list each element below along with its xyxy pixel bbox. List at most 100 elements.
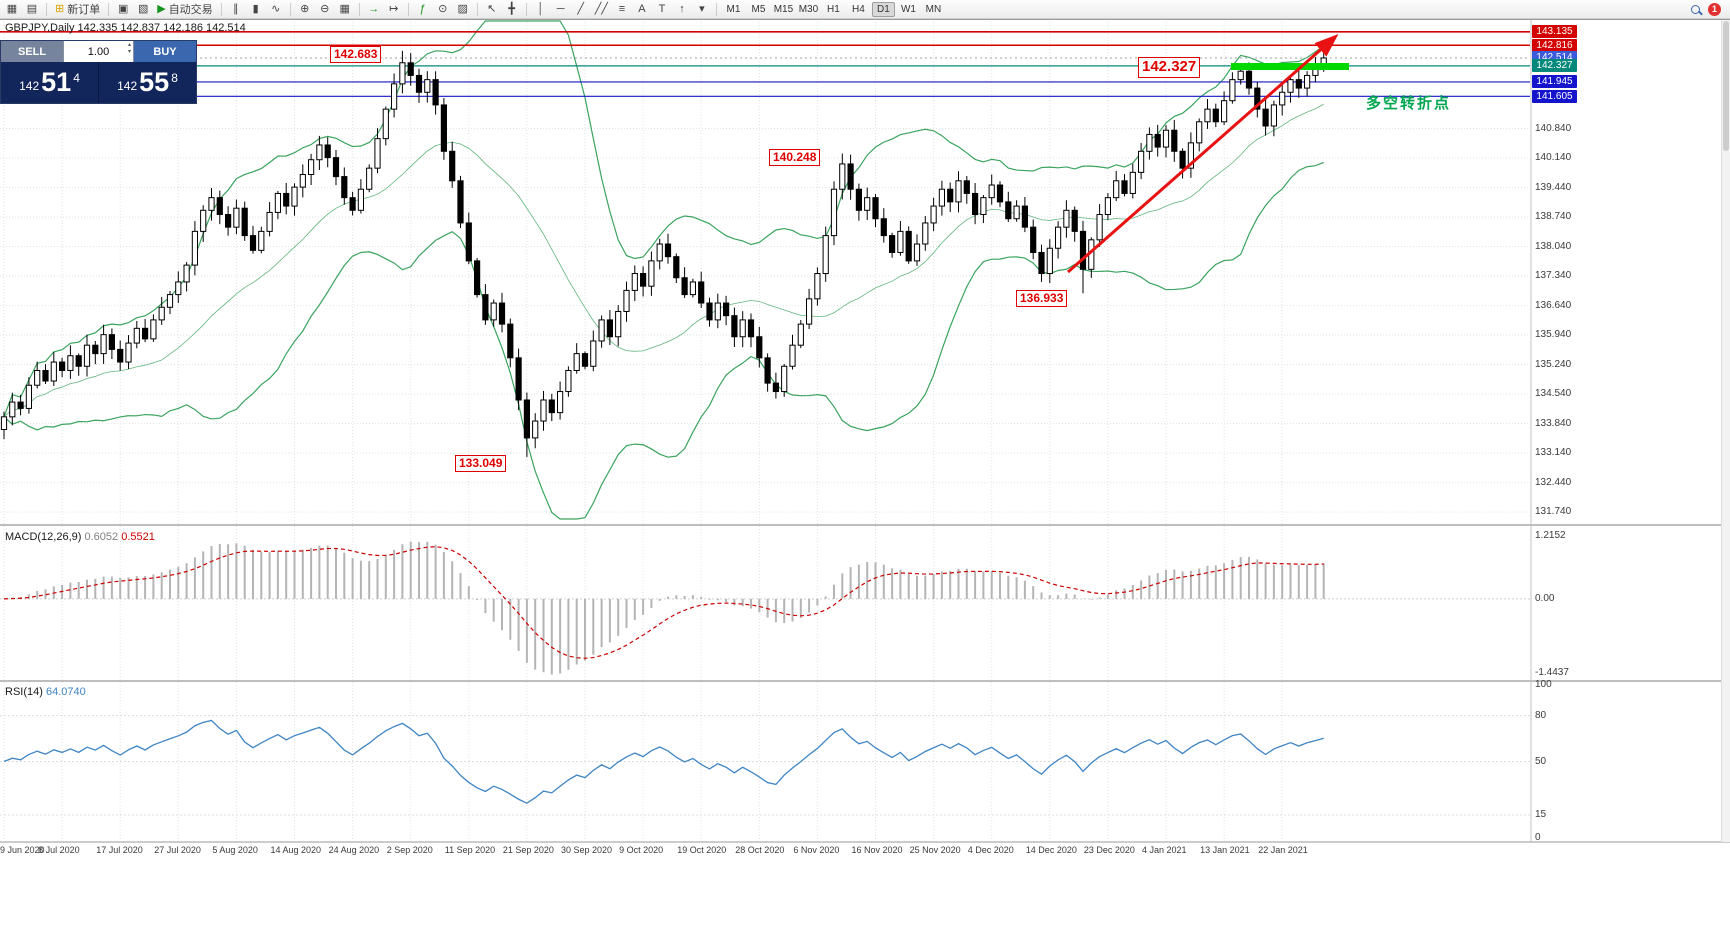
price-tick-139.440: 139.440 [1535,181,1572,193]
trendline-icon[interactable]: ╱ [572,1,590,17]
timeframe-w1[interactable]: W1 [900,3,916,15]
trendline-icon-glyph: ╱ [577,2,584,15]
rsi-pane [0,715,1530,816]
volume-stepper[interactable]: ▴ ▾ [127,42,131,56]
date-label-1: 8 Jul 2020 [38,845,80,855]
zoom-in-icon-glyph: ⊕ [300,2,310,15]
text-icon[interactable]: A [633,1,651,17]
sell-button[interactable]: SELL [1,41,63,62]
timeframe-m30[interactable]: M30 [798,3,819,15]
date-label-7: 2 Sep 2020 [386,845,433,855]
macd-tick-0.00: 0.00 [1535,592,1555,604]
chart-shift-icon-glyph: ↦ [389,2,399,15]
tile-windows-icon[interactable]: ▦ [336,1,354,17]
new-order-button[interactable]: ⊞ 新订单 [52,1,103,17]
price-label-142.816: 142.816 [1532,38,1577,52]
auto-scroll-icon-glyph: → [368,2,380,15]
date-label-4: 5 Aug 2020 [212,845,258,855]
price-annotation-133.049[interactable]: 133.049 [455,455,507,472]
zoom-in-icon[interactable]: ⊕ [296,1,314,17]
fibonacci-icon-glyph: ≡ [618,2,626,15]
date-label-18: 14 Dec 2020 [1025,845,1077,855]
toolbar-separator [289,2,291,16]
price-annotation-142.327[interactable]: 142.327 [1138,57,1201,78]
toolbar-separator [476,2,478,16]
chart-window-icon[interactable]: ▦ [3,1,21,17]
new-order-button-label: 新订单 [67,4,101,16]
timeframe-m5[interactable]: M5 [751,3,766,15]
chart-window-icon-glyph: ▦ [6,2,18,15]
navigator-icon[interactable]: ▧ [134,1,152,17]
cursor-icon-glyph: ↖ [487,2,497,15]
periods-icon-glyph: ⊙ [438,2,448,15]
zoom-out-icon[interactable]: ⊖ [316,1,334,17]
label-icon[interactable]: T [653,1,671,17]
chart-note-text[interactable]: 多空转折点 [1366,95,1452,112]
bar-chart-icon-glyph: ∥ [232,2,239,15]
arrows-dropdown-icon-glyph: ▾ [699,2,705,15]
sell-price: 142 51 4 [19,67,80,97]
cursor-icon[interactable]: ↖ [483,1,501,17]
date-label-5: 14 Aug 2020 [270,845,322,855]
navigator-icon-glyph: ▧ [138,2,149,15]
periods-icon[interactable]: ⊙ [434,1,452,17]
toolbar-separator [108,2,110,16]
new-chart-icon[interactable]: ▤ [23,1,41,17]
price-tick-131.740: 131.740 [1535,506,1572,518]
date-label-14: 6 Nov 2020 [793,845,840,855]
bar-chart-icon[interactable]: ∥ [227,1,245,17]
label-icon-glyph: T [658,2,666,15]
horizontal-line-icon[interactable]: ─ [552,1,570,17]
date-label-6: 24 Aug 2020 [328,845,380,855]
indicators-icon[interactable]: ƒ [414,1,432,17]
tile-charts-icon-glyph: ▣ [118,2,129,15]
fibonacci-icon[interactable]: ≡ [613,1,631,17]
trend-arrow[interactable] [1067,34,1339,274]
vertical-line-icon[interactable]: │ [532,1,550,17]
toolbar: ▦ ▤ ⊞ 新订单 ▣ ▧ ▶ 自动交易 ∥ ▮ ∿ ⊕ ⊖ ▦ → ↦ ƒ ⊙ ▨ ↖ ╋ │ ─ ╱ ╱╱ ≡ A T ↑ ▾ M1 M5… [0,0,1730,19]
price-label-143.135: 143.135 [1532,25,1577,39]
volume-value: 1.00 [87,45,110,58]
date-label-3: 27 Jul 2020 [154,845,201,855]
horizontal-line-icon-glyph: ─ [556,2,565,15]
timeframe-mn[interactable]: MN [925,3,942,15]
date-label-12: 19 Oct 2020 [677,845,727,855]
auto-scroll-icon[interactable]: → [365,1,383,17]
volume-input[interactable]: 1.00 ▴ ▾ [63,41,134,62]
toolbar-separator [715,2,717,16]
price-tick-135.940: 135.940 [1535,329,1572,341]
scrollbar-thumb[interactable] [1723,21,1729,151]
timeframe-h4[interactable]: H4 [852,3,865,15]
chart-shift-icon[interactable]: ↦ [385,1,403,17]
resistance-zone-bar[interactable] [1231,63,1349,70]
price-label-141.945: 141.945 [1532,75,1577,89]
timeframe-d1[interactable]: D1 [871,1,895,17]
arrows-icon-glyph: ↑ [679,2,685,15]
notifications-badge[interactable]: 1 [1708,2,1721,16]
timeframe-m1[interactable]: M1 [726,3,741,15]
rsi-tick-100: 100 [1535,679,1552,690]
templates-icon[interactable]: ▨ [454,1,472,17]
timeframe-h1[interactable]: H1 [827,3,840,15]
zoom-out-icon-glyph: ⊖ [320,2,330,15]
crosshair-icon[interactable]: ╋ [503,1,521,17]
tile-charts-icon[interactable]: ▣ [114,1,132,17]
arrows-dropdown-icon[interactable]: ▾ [693,1,711,17]
price-annotation-140.248[interactable]: 140.248 [769,149,821,166]
price-tick-138.740: 138.740 [1535,211,1572,223]
timeframe-m15[interactable]: M15 [773,3,794,15]
price-tick-137.340: 137.340 [1535,270,1572,282]
arrows-icon[interactable]: ↑ [673,1,691,17]
channel-icon[interactable]: ╱╱ [592,1,611,17]
candlestick-chart-icon[interactable]: ▮ [247,1,265,17]
line-chart-icon[interactable]: ∿ [267,1,285,17]
price-annotation-142.683[interactable]: 142.683 [330,46,382,63]
price-annotation-136.933[interactable]: 136.933 [1016,290,1068,307]
autotrading-button[interactable]: ▶ 自动交易 [154,1,215,17]
price-label-141.605: 141.605 [1532,89,1577,103]
toolbar-separator [46,2,47,16]
price-tick-140.840: 140.840 [1535,122,1572,134]
vertical-scrollbar[interactable] [1721,20,1730,842]
search-icon[interactable] [1691,4,1700,14]
buy-button[interactable]: BUY [134,41,196,62]
